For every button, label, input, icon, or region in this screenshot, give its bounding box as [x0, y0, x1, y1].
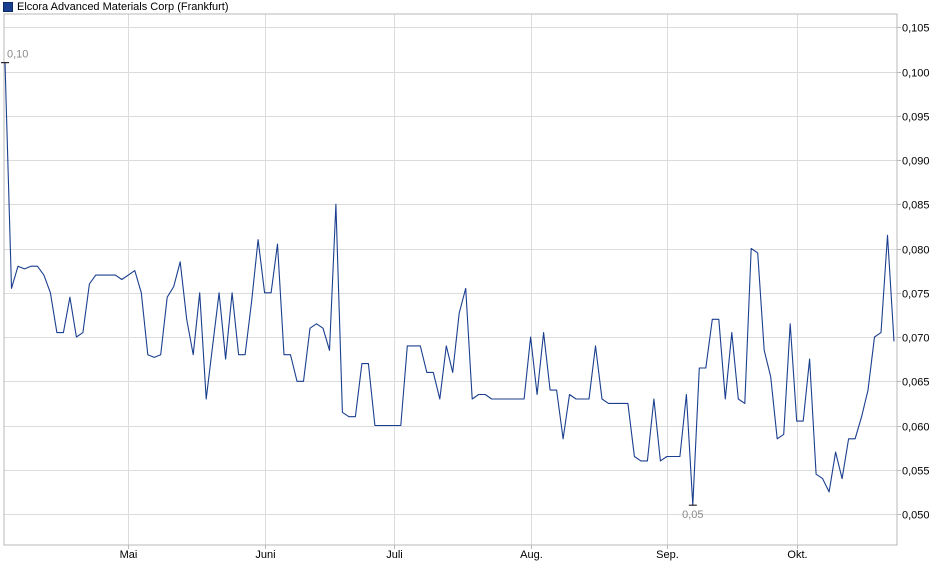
- y-tick-label: 0,080: [902, 245, 930, 257]
- y-tick-label: 0,100: [902, 68, 930, 80]
- y-axis-ticks: 0,050 0,055 0,060 0,065 0,070 0,075 0,080 0,085…: [897, 23, 930, 522]
- series-group: [4, 62, 895, 506]
- x-tick-label: Juli: [386, 549, 403, 561]
- y-tick-label: 0,070: [902, 333, 930, 345]
- grid-lines: [4, 14, 897, 545]
- y-tick-label: 0,085: [902, 200, 930, 212]
- x-axis-ticks: Mai Juni Juli Aug. Sep. Okt.: [120, 545, 808, 561]
- max-annotation-label: 0,10: [7, 49, 28, 61]
- x-tick-label: Sep.: [656, 549, 679, 561]
- min-annotation-label: 0,05: [682, 509, 703, 521]
- legend-label: Elcora Advanced Materials Corp (Frankfur…: [17, 1, 229, 13]
- price-series-line: [4, 62, 895, 506]
- y-tick-label: 0,090: [902, 156, 930, 168]
- x-tick-label: Okt.: [787, 549, 807, 561]
- x-tick-label: Aug.: [520, 549, 543, 561]
- x-tick-label: Juni: [255, 549, 275, 561]
- y-tick-label: 0,050: [902, 510, 930, 522]
- x-tick-label: Mai: [120, 549, 138, 561]
- y-tick-label: 0,055: [902, 466, 930, 478]
- y-tick-label: 0,105: [902, 23, 930, 35]
- y-tick-label: 0,065: [902, 377, 930, 389]
- chart-legend: Elcora Advanced Materials Corp (Frankfur…: [3, 0, 229, 14]
- plot-frame: [3, 13, 898, 546]
- y-tick-label: 0,060: [902, 422, 930, 434]
- annotations: 0,10 0,05: [1, 49, 704, 521]
- y-tick-label: 0,095: [902, 112, 930, 124]
- legend-swatch: [3, 2, 13, 12]
- y-tick-label: 0,075: [902, 289, 930, 301]
